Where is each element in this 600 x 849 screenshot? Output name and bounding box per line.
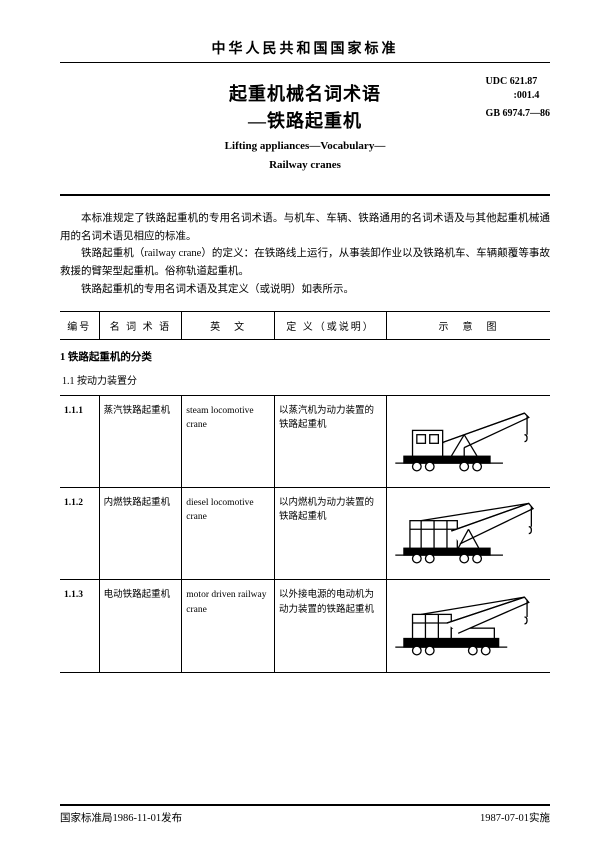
cell-cn: 电动铁路起重机 [99, 580, 182, 672]
cell-num: 1.1.2 [60, 488, 99, 580]
footer-effective: 1987-07-01实施 [480, 810, 550, 825]
subsection-1-1: 1.1 按动力装置分 [60, 370, 550, 395]
section-row: 1 铁路起重机的分类 1.1 按动力装置分 [60, 340, 550, 396]
th-def: 定 义（或说明） [275, 312, 387, 340]
cell-num: 1.1.1 [60, 395, 99, 487]
rule-thin [60, 62, 550, 63]
cell-fig [386, 395, 550, 487]
cell-en: diesel locomotive crane [182, 488, 275, 580]
th-en: 英 文 [182, 312, 275, 340]
cell-cn: 蒸汽铁路起重机 [99, 395, 182, 487]
cell-fig [386, 580, 550, 672]
intro-p1: 本标准规定了铁路起重机的专用名词术语。与机车、车辆、铁路通用的名词术语及与其他起… [60, 210, 550, 246]
cell-cn: 内燃铁路起重机 [99, 488, 182, 580]
crane-icon [391, 404, 546, 474]
table-row: 1.1.1 蒸汽铁路起重机 steam locomotive crane 以蒸汽… [60, 395, 550, 487]
footer-rule [60, 804, 550, 806]
cell-en: motor driven railway crane [182, 580, 275, 672]
intro-p3: 铁路起重机的专用名词术语及其定义（或说明）如表所示。 [60, 281, 550, 299]
footer-issued: 国家标准局1986-11-01发布 [60, 810, 182, 825]
cell-def: 以蒸汽机为动力装置的铁路起重机 [275, 395, 387, 487]
section-1: 1 铁路起重机的分类 [60, 340, 550, 370]
country-standard: 中华人民共和国国家标准 [60, 38, 550, 58]
udc-code-2: :001.4 [486, 89, 550, 103]
table-row: 1.1.3 电动铁路起重机 motor driven railway crane… [60, 580, 550, 672]
title-en-line2: Railway cranes [60, 158, 550, 173]
code-block: UDC 621.87 :001.4 GB 6974.7—86 [486, 75, 550, 121]
title-block: UDC 621.87 :001.4 GB 6974.7—86 起重机械名词术语 … [60, 81, 550, 174]
title-cn-line2: —铁路起重机 [60, 108, 550, 135]
cell-num: 1.1.3 [60, 580, 99, 672]
cell-en: steam locomotive crane [182, 395, 275, 487]
cell-def: 以外接电源的电动机为动力装置的铁路起重机 [275, 580, 387, 672]
title-cn-line1: 起重机械名词术语 [60, 81, 550, 108]
terms-table: 编号 名 词 术 语 英 文 定 义（或说明） 示 意 图 1 铁路起重机的分类… [60, 311, 550, 673]
table-header-row: 编号 名 词 术 语 英 文 定 义（或说明） 示 意 图 [60, 312, 550, 340]
cell-fig [386, 488, 550, 580]
table-row: 1.1.2 内燃铁路起重机 diesel locomotive crane 以内… [60, 488, 550, 580]
crane-icon [391, 496, 546, 566]
title-en-line1: Lifting appliances—Vocabulary— [60, 139, 550, 154]
th-term: 名 词 术 语 [99, 312, 182, 340]
udc-code: UDC 621.87 [486, 75, 550, 89]
rule-thick [60, 194, 550, 196]
th-fig: 示 意 图 [386, 312, 550, 340]
footer: 国家标准局1986-11-01发布 1987-07-01实施 [60, 804, 550, 825]
gb-code: GB 6974.7—86 [486, 107, 550, 121]
intro-p2: 铁路起重机（railway crane）的定义：在铁路线上运行，从事装卸作业以及… [60, 245, 550, 281]
th-num: 编号 [60, 312, 99, 340]
page: 中华人民共和国国家标准 UDC 621.87 :001.4 GB 6974.7—… [0, 0, 600, 849]
cell-def: 以内燃机为动力装置的铁路起重机 [275, 488, 387, 580]
crane-icon [391, 588, 546, 658]
intro-text: 本标准规定了铁路起重机的专用名词术语。与机车、车辆、铁路通用的名词术语及与其他起… [60, 210, 550, 299]
